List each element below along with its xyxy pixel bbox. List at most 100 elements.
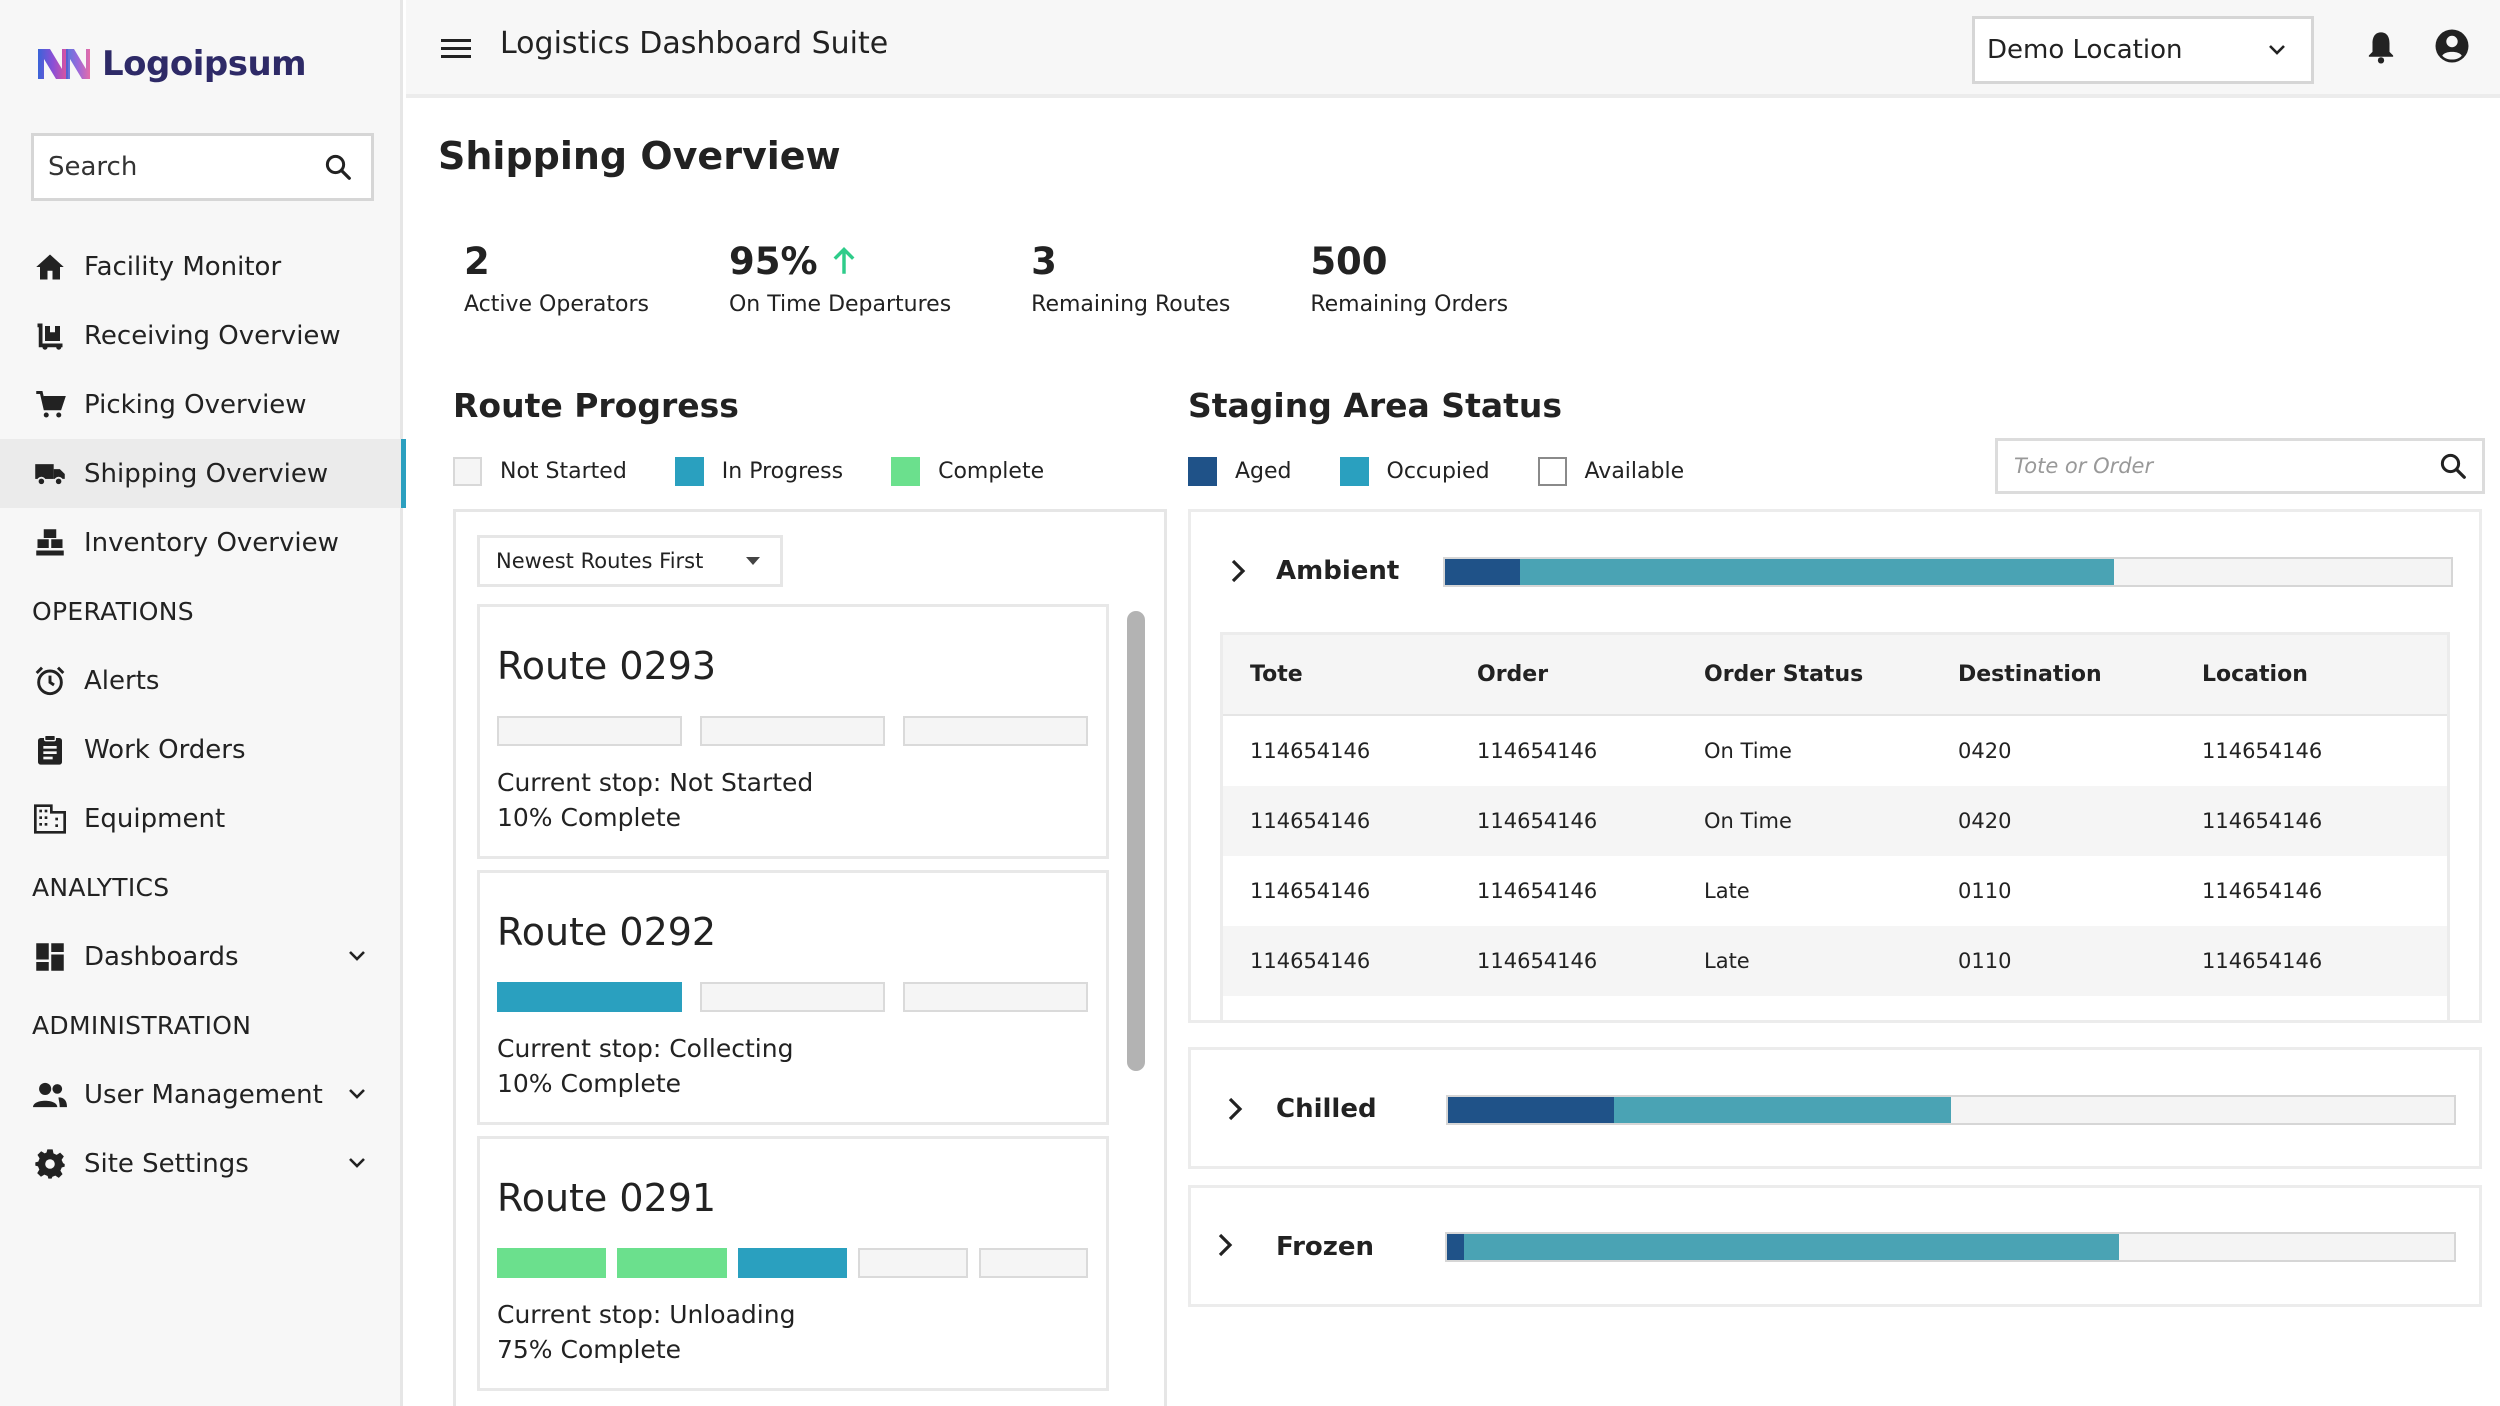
chevron-right-icon[interactable] [1224, 1096, 1246, 1122]
sidebar-item-user-management[interactable]: User Management [0, 1060, 403, 1129]
stop-bar-in-progress [737, 1248, 848, 1278]
legend-label: In Progress [721, 459, 844, 484]
sidebar-item-label: Site Settings [84, 1148, 249, 1179]
cell-order-status: Late [1704, 949, 1750, 973]
legend-swatch-not-started [453, 457, 482, 486]
legend-label: Occupied [1386, 459, 1490, 484]
location-select[interactable]: Demo Location [1972, 16, 2314, 84]
route-stop-bars [497, 982, 1088, 1012]
route-status: Current stop: Not Started 10% Complete [497, 765, 813, 835]
sidebar-item-receiving-overview[interactable]: Receiving Overview [0, 301, 403, 370]
column-header-destination[interactable]: Destination [1958, 662, 2102, 687]
sidebar-item-label: Picking Overview [84, 389, 307, 420]
kpi-strip: 2 Active Operators 95% On Time Departure… [464, 236, 1588, 318]
sidebar-item-inventory-overview[interactable]: Inventory Overview [0, 508, 403, 577]
sidebar-item-label: Receiving Overview [84, 320, 341, 351]
route-card[interactable]: Route 0292 Current stop: Collecting 10% … [477, 870, 1109, 1125]
route-sort-select[interactable]: Newest Routes First [477, 535, 783, 587]
legend-label: Available [1584, 459, 1685, 484]
column-header-order-status[interactable]: Order Status [1704, 662, 1864, 687]
sidebar-search-label: Search [48, 152, 138, 182]
route-status: Current stop: Collecting 10% Complete [497, 1031, 793, 1101]
route-card[interactable]: Route 0293 Current stop: Not Started 10%… [477, 604, 1109, 859]
sidebar-item-equipment[interactable]: Equipment [0, 784, 403, 853]
sidebar-search-input[interactable]: Search [31, 133, 374, 201]
logo-text: Logoipsum [102, 44, 307, 84]
cell-order-status: On Time [1704, 739, 1792, 763]
route-sort-value: Newest Routes First [496, 549, 704, 573]
kpi-remaining-routes: 3 Remaining Routes [1031, 236, 1231, 318]
table-row[interactable]: 114654146 114654146 On Time 0420 1146541… [1223, 786, 2447, 856]
legend-label: Not Started [500, 459, 627, 484]
table-row[interactable]: 114654146 114654146 On Time 0420 1146541… [1223, 716, 2447, 786]
table-row[interactable]: 114654146 114654146 Late 0110 114654146 [1223, 926, 2447, 996]
account-icon[interactable] [2434, 28, 2470, 64]
capacity-occupied-segment [1613, 1097, 1951, 1123]
chevron-down-icon[interactable] [345, 1082, 369, 1106]
zone-chilled[interactable]: Chilled [1188, 1047, 2482, 1169]
logo[interactable]: Logoipsum [36, 44, 307, 84]
gear-icon [32, 1146, 68, 1182]
cell-location: 114654146 [2202, 879, 2323, 903]
cell-tote: 114654146 [1250, 949, 1371, 973]
bell-icon[interactable] [2366, 30, 2396, 64]
sidebar-nav: Facility Monitor Receiving Overview Pick… [0, 232, 406, 1198]
section-operations: OPERATIONS [32, 597, 194, 626]
route-name: Route 0291 [497, 1176, 717, 1220]
sidebar-item-dashboards[interactable]: Dashboards [0, 922, 403, 991]
route-percent-complete: 75% Complete [497, 1335, 681, 1364]
legend-swatch-complete [891, 457, 921, 486]
sidebar-item-shipping-overview[interactable]: Shipping Overview [0, 439, 406, 508]
sidebar-item-alerts[interactable]: Alerts [0, 646, 403, 715]
cell-order-status: Late [1704, 879, 1750, 903]
route-percent-complete: 10% Complete [497, 803, 681, 832]
column-header-tote[interactable]: Tote [1250, 662, 1303, 687]
cell-tote: 114654146 [1250, 879, 1371, 903]
route-stop-bars [497, 1248, 1089, 1278]
zone-ambient: Ambient Tote Order Order Status Destinat… [1188, 509, 2482, 1023]
sidebar-item-work-orders[interactable]: Work Orders [0, 715, 403, 784]
kpi-label: Remaining Routes [1031, 292, 1231, 317]
clipboard-icon [32, 732, 68, 768]
tote-order-search-input[interactable]: Tote or Order [1995, 438, 2485, 494]
staging-legend: Aged Occupied Available [1188, 457, 1732, 486]
cell-tote: 114654146 [1250, 809, 1371, 833]
capacity-occupied-segment [1520, 559, 2114, 585]
search-icon[interactable] [2438, 451, 2468, 481]
kpi-label: On Time Departures [728, 292, 952, 317]
route-card[interactable]: Route 0291 Current stop: Unloading 75% C… [477, 1136, 1109, 1391]
alarm-icon [32, 663, 68, 699]
cell-destination: 0420 [1958, 809, 2012, 833]
stop-bar-not-started [903, 716, 1088, 746]
kpi-value: 3 [1031, 239, 1057, 283]
sidebar-item-site-settings[interactable]: Site Settings [0, 1129, 403, 1198]
home-icon [32, 249, 68, 285]
search-icon[interactable] [323, 152, 353, 182]
table-row[interactable]: 114654146 114654146 Late 0110 114654146 [1223, 856, 2447, 926]
kpi-label: Active Operators [464, 292, 649, 317]
cell-order: 114654146 [1477, 949, 1598, 973]
column-header-location[interactable]: Location [2202, 662, 2308, 687]
hamburger-menu-icon[interactable] [440, 36, 472, 60]
zone-name: Ambient [1276, 556, 1400, 586]
column-header-order[interactable]: Order [1477, 662, 1549, 687]
chevron-down-icon[interactable] [345, 1151, 369, 1175]
chevron-right-icon[interactable] [1214, 1232, 1236, 1258]
stop-bar-complete [497, 1248, 607, 1278]
chevron-right-icon[interactable] [1227, 558, 1249, 584]
route-list-scrollbar[interactable] [1127, 611, 1145, 1071]
chevron-down-icon[interactable] [345, 944, 369, 968]
zone-capacity-bar [1445, 1232, 2456, 1262]
sidebar-item-facility-monitor[interactable]: Facility Monitor [0, 232, 403, 301]
zone-frozen[interactable]: Frozen [1188, 1185, 2482, 1307]
stop-bar-not-started [858, 1248, 968, 1278]
sidebar-item-picking-overview[interactable]: Picking Overview [0, 370, 403, 439]
cell-location: 114654146 [2202, 739, 2323, 763]
zone-capacity-bar [1443, 557, 2453, 587]
cell-tote: 114654146 [1250, 739, 1371, 763]
stop-bar-not-started [903, 982, 1088, 1012]
route-current-stop: Current stop: Collecting [497, 1034, 794, 1063]
kpi-value: 500 [1310, 239, 1388, 283]
arrow-up-icon [833, 247, 855, 274]
route-name: Route 0293 [497, 644, 717, 688]
